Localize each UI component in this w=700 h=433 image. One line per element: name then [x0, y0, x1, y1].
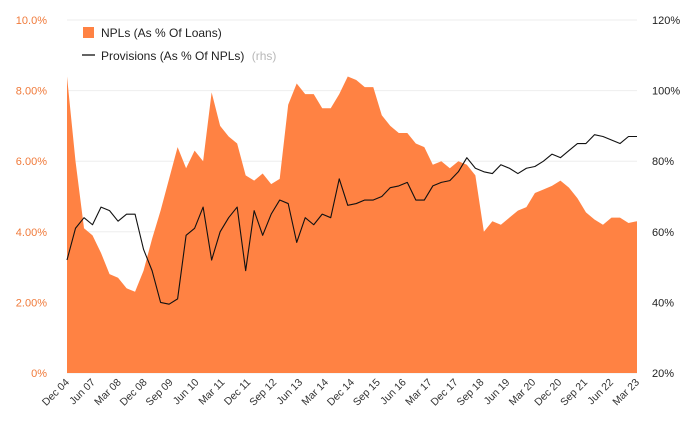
x-tick: Jun 22 — [585, 376, 616, 407]
x-tick-label: Sep 12 — [247, 376, 279, 408]
x-tick-label: Jun 10 — [171, 376, 202, 407]
x-tick-label: Sep 15 — [351, 376, 383, 408]
legend-provisions-text: Provisions (As % Of NPLs) — [101, 49, 244, 63]
right-axis: 20% 40% 60% 80% 100% 120% — [652, 15, 680, 380]
x-tick-label: Dec 11 — [222, 376, 254, 408]
x-tick: Mar 17 — [403, 376, 435, 408]
x-tick-label: Sep 09 — [144, 376, 176, 408]
x-tick-label: Mar 14 — [299, 376, 331, 408]
x-tick: Dec 04 — [40, 376, 72, 408]
x-tick: Dec 11 — [222, 376, 254, 408]
npl-area — [67, 76, 637, 373]
legend-provisions-label: Provisions (As % Of NPLs) (rhs) — [101, 49, 276, 63]
left-tick-label: 10.0% — [16, 15, 47, 27]
left-tick-label: 4.00% — [16, 227, 47, 239]
right-tick-label: 100% — [652, 86, 680, 98]
x-tick-label: Dec 04 — [40, 376, 72, 408]
left-tick-label: 8.00% — [16, 86, 47, 98]
x-tick: Sep 09 — [144, 376, 176, 408]
left-axis: 0% 2.00% 4.00% 6.00% 8.00% 10.0% — [16, 15, 47, 380]
right-tick-label: 120% — [652, 15, 680, 27]
x-tick-label: Mar 17 — [403, 376, 435, 408]
x-tick-label: Sep 18 — [454, 376, 486, 408]
x-tick: Mar 08 — [92, 376, 124, 408]
x-tick: Dec 08 — [118, 376, 150, 408]
x-tick-label: Jun 22 — [585, 376, 616, 407]
x-tick-label: Jun 19 — [482, 376, 513, 407]
x-tick-label: Mar 23 — [610, 376, 642, 408]
x-tick-label: Dec 14 — [325, 376, 357, 408]
x-tick: Jun 10 — [171, 376, 202, 407]
x-tick-label: Dec 20 — [532, 376, 564, 408]
npl-area-layer — [67, 76, 637, 373]
right-tick-label: 60% — [652, 227, 674, 239]
x-tick: Sep 15 — [351, 376, 383, 408]
legend-provisions-suffix: (rhs) — [252, 49, 277, 63]
x-tick: Sep 21 — [558, 376, 590, 408]
x-tick: Mar 23 — [610, 376, 642, 408]
x-tick: Jun 16 — [378, 376, 409, 407]
x-tick-label: Mar 20 — [507, 376, 539, 408]
x-tick: Dec 20 — [532, 376, 564, 408]
x-tick-label: Jun 13 — [274, 376, 305, 407]
legend: NPLs (As % Of Loans) Provisions (As % Of… — [82, 26, 276, 63]
provisions-line-layer — [66, 134, 637, 305]
right-tick-label: 80% — [652, 156, 674, 168]
left-tick-label: 0% — [31, 368, 47, 380]
x-tick: Mar 11 — [196, 376, 227, 407]
right-tick-label: 20% — [652, 368, 674, 380]
right-tick-label: 40% — [652, 297, 674, 309]
x-tick-label: Jun 07 — [67, 376, 98, 407]
x-tick-label: Dec 17 — [429, 376, 461, 408]
legend-npl-label: NPLs (As % Of Loans) — [101, 26, 222, 40]
x-tick: Mar 20 — [507, 376, 539, 408]
x-tick: Sep 12 — [247, 376, 279, 408]
x-tick-label: Mar 08 — [92, 376, 124, 408]
x-tick: Dec 17 — [429, 376, 461, 408]
left-tick-label: 2.00% — [16, 297, 47, 309]
provisions-line — [66, 134, 637, 305]
x-tick: Sep 18 — [454, 376, 486, 408]
x-tick-label: Mar 11 — [196, 376, 227, 407]
x-tick-label: Jun 16 — [378, 376, 409, 407]
x-tick: Jun 07 — [67, 376, 98, 407]
left-tick-label: 6.00% — [16, 156, 47, 168]
x-tick-label: Sep 21 — [558, 376, 590, 408]
x-tick: Jun 19 — [482, 376, 513, 407]
x-tick: Dec 14 — [325, 376, 357, 408]
x-tick: Jun 13 — [274, 376, 305, 407]
x-tick-label: Dec 08 — [118, 376, 150, 408]
legend-npl-swatch — [83, 27, 94, 38]
x-tick: Mar 14 — [299, 376, 331, 408]
